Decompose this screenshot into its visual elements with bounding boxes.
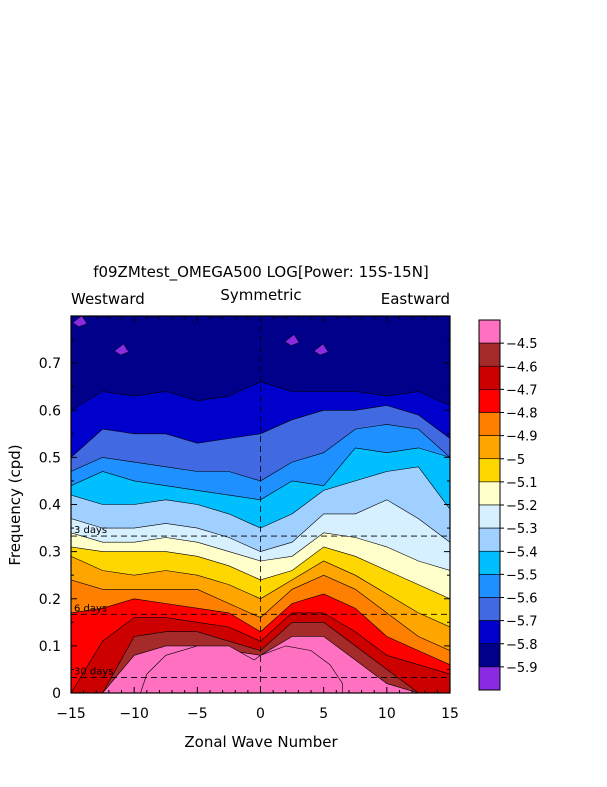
purple-specks [72,316,329,356]
axis-ticks: −15 −10 −5 0 5 10 15 0 0.1 0.2 0.3 0.4 0.5 0.6 0.7 [39,316,459,722]
y-tick-label: 0.2 [39,592,61,608]
colorbar-swatch [478,574,501,598]
x-tick-label: −10 [119,706,149,722]
subtitle-westward: Westward [71,290,145,308]
colorbar: −4.5 −4.6 −4.7 −4.8 −4.9 −5 −5.1 −5.2 −5.3 −5.4 −5… [478,319,538,691]
colorbar-swatch [478,342,501,367]
colorbar-swatch [478,643,501,668]
y-tick-label: 0.3 [39,545,61,561]
colorbar-swatch [478,666,501,691]
colorbar-label: −5.2 [506,499,538,514]
period-label: 3 days [74,525,107,536]
plot-area: 3 days 6 days 30 days −15 −10 −5 0 5 10 15 0 0.1 0.… [39,315,459,722]
y-tick-label: 0.7 [39,356,61,372]
x-tick-label: −15 [56,706,86,722]
subtitle-eastward: Eastward [381,290,450,308]
colorbar-label: −5.6 [506,592,538,607]
colorbar-swatch [478,620,501,645]
y-tick-label: 0.1 [39,639,61,655]
y-tick-label: 0.4 [39,498,61,514]
purple-speck [313,343,329,356]
x-tick-label: 15 [441,706,459,722]
y-tick-label: 0.5 [39,450,61,466]
colorbar-frame [478,319,501,691]
period-label: 30 days [74,666,114,677]
colorbar-swatch [478,412,501,436]
colorbar-label: −4.7 [506,383,538,398]
colorbar-swatch [478,458,501,483]
colorbar-label: −4.6 [506,360,538,375]
colorbar-label: −5 [506,453,525,468]
y-tick-label: 0.6 [39,403,61,419]
colorbar-label: −5.5 [506,568,538,583]
colorbar-swatch [478,319,501,344]
colorbar-swatch [478,435,501,460]
x-tick-label: 5 [319,706,328,722]
colorbar-label: −4.9 [506,430,538,445]
colorbar-label: −5.8 [506,638,538,653]
colorbar-label: −5.1 [506,476,538,491]
colorbar-swatch [478,504,501,529]
colorbar-label: −5.4 [506,545,538,560]
purple-speck [114,343,129,356]
colorbar-swatch [478,481,501,506]
x-axis-title: Zonal Wave Number [184,733,338,751]
x-tick-label: 0 [256,706,265,722]
colorbar-label: −4.5 [506,337,538,352]
colorbar-swatch [478,527,501,552]
purple-speck [284,334,300,346]
x-tick-label: −5 [187,706,208,722]
y-axis-title: Frequency (cpd) [6,444,24,565]
colorbar-label: −5.7 [506,615,538,630]
colorbar-label: −4.8 [506,407,538,422]
colorbar-label: −5.3 [506,522,538,537]
colorbar-swatch [478,550,501,575]
colorbar-swatch [478,389,501,413]
chart-title: f09ZMtest_OMEGA500 LOG[Power: 15S-15N] [93,263,429,282]
colorbar-swatch [478,365,501,390]
y-tick-label: 0 [52,686,61,702]
period-lines: 3 days 6 days 30 days [71,525,450,678]
x-tick-label: 10 [378,706,396,722]
subtitle-symmetric: Symmetric [220,286,301,304]
colorbar-swatch [478,597,501,621]
period-label: 6 days [74,603,107,614]
colorbar-label: −5.9 [506,661,538,676]
contour-band-peak [140,645,343,693]
